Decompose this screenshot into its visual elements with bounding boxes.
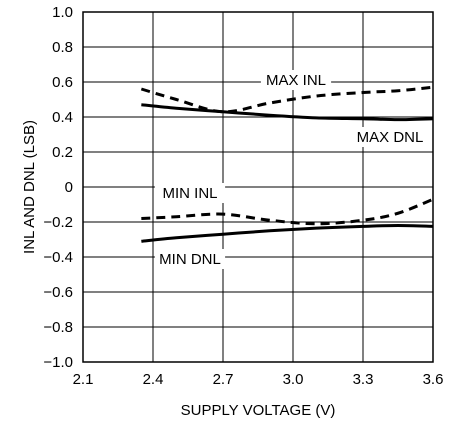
annotation-max-inl: MAX INL xyxy=(266,72,326,89)
y-tick-label: 0 xyxy=(65,179,73,196)
annotation-min-inl: MIN INL xyxy=(162,185,217,202)
y-axis-label: INL AND DNL (LSB) xyxy=(21,120,38,254)
annotations: MAX INL MAX DNL MIN INL MIN DNL xyxy=(154,70,426,269)
plot-frame xyxy=(82,11,434,363)
annotation-background xyxy=(154,249,226,269)
grid xyxy=(83,12,433,362)
x-tick-label: 2.1 xyxy=(73,371,94,388)
annotation-background xyxy=(354,127,426,147)
y-tick-label: −1.0 xyxy=(43,354,73,371)
annotation-min-dnl: MIN DNL xyxy=(159,251,221,268)
series-line-max-dnl xyxy=(141,103,434,122)
y-tick-label: 0.8 xyxy=(52,39,73,56)
x-tick-label: 2.4 xyxy=(143,371,164,388)
series-line-max-inl xyxy=(140,85,434,114)
series-layer xyxy=(140,85,434,243)
y-tick-label: −0.2 xyxy=(43,214,73,231)
y-tick-label: −0.6 xyxy=(43,284,73,301)
tick-labels: 2.1 2.4 2.7 3.0 3.3 3.6 1.0 0.8 0.6 0.4 0.2 0 −0.2 −0… xyxy=(43,4,443,388)
y-tick-label: 0.4 xyxy=(52,109,73,126)
annotation-max-dnl: MAX DNL xyxy=(357,129,424,146)
series-line-min-dnl xyxy=(141,223,434,243)
series-line-min-inl xyxy=(141,197,434,226)
x-tick-label: 3.6 xyxy=(423,371,444,388)
y-tick-label: −0.8 xyxy=(43,319,73,336)
y-tick-label: 0.6 xyxy=(52,74,73,91)
annotation-background xyxy=(260,70,332,90)
y-tick-label: 0.2 xyxy=(52,144,73,161)
y-tick-label: −0.4 xyxy=(43,249,73,266)
x-axis-label: SUPPLY VOLTAGE (V) xyxy=(181,402,336,419)
x-tick-label: 3.0 xyxy=(283,371,304,388)
x-tick-label: 2.7 xyxy=(213,371,234,388)
annotation-background xyxy=(154,183,226,203)
x-tick-label: 3.3 xyxy=(353,371,374,388)
y-tick-label: 1.0 xyxy=(52,4,73,21)
